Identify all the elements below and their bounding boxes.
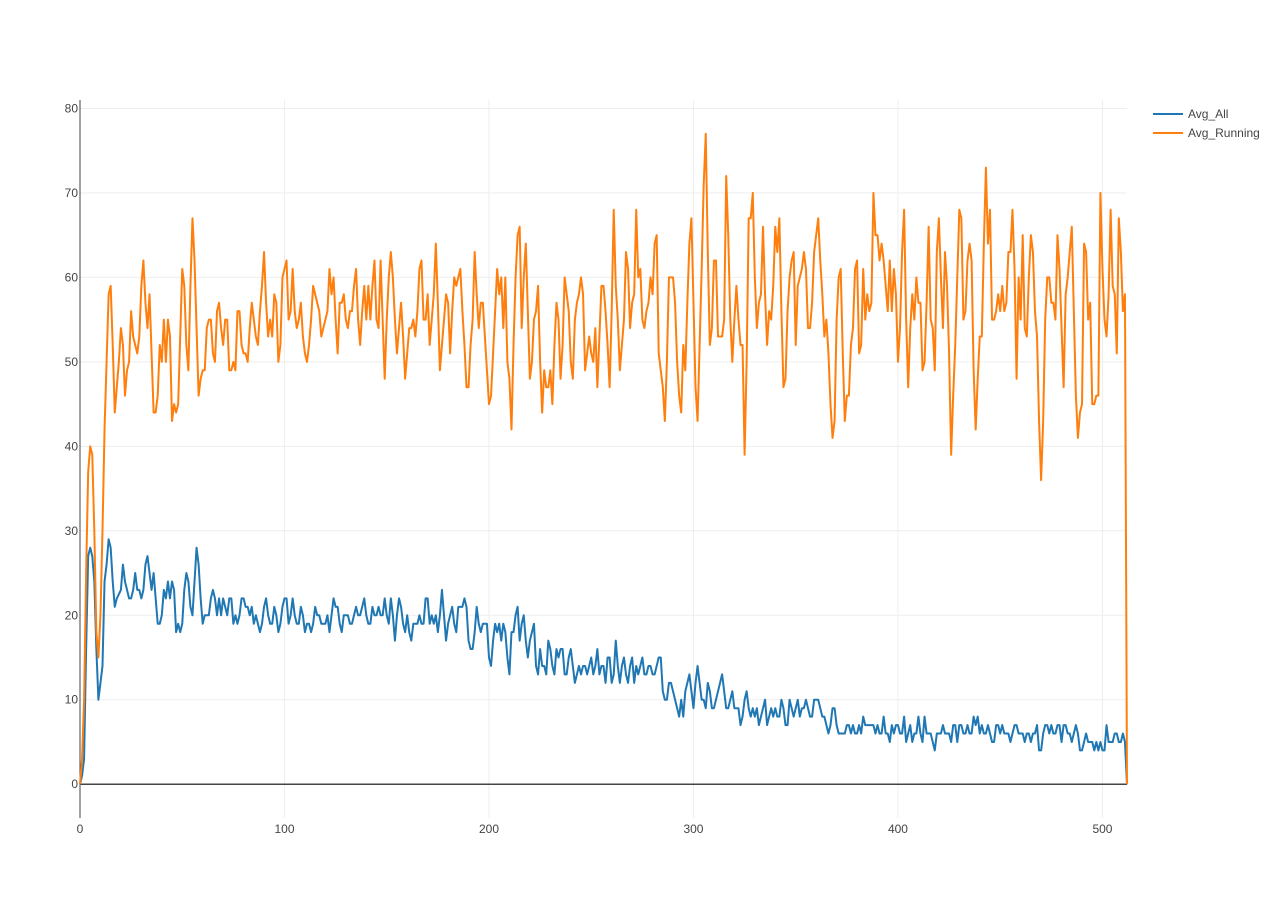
legend-label: Avg_Running	[1188, 126, 1260, 140]
x-tick-label: 200	[479, 822, 499, 836]
axes: 0 100 200 300 400 500 0 10 20 30 40 50 60 70 80	[65, 100, 1127, 836]
x-tick-label: 100	[274, 822, 294, 836]
x-tick-label: 300	[683, 822, 703, 836]
y-tick-label: 40	[65, 439, 79, 453]
y-tick-label: 60	[65, 270, 79, 284]
x-tick-label: 400	[888, 822, 908, 836]
legend-item-avg-all[interactable]: Avg_All	[1153, 107, 1228, 121]
y-tick-label: 70	[65, 186, 79, 200]
legend[interactable]: Avg_All Avg_Running	[1153, 107, 1260, 140]
y-tick-label: 0	[71, 777, 78, 791]
series-line-avg-running	[79, 132, 1128, 785]
y-tick-label: 30	[65, 524, 79, 538]
series-line-avg-all	[79, 538, 1128, 785]
y-tick-label: 10	[65, 693, 79, 707]
x-tick-label: 500	[1092, 822, 1112, 836]
y-tick-label: 80	[65, 101, 79, 115]
series-lines	[79, 132, 1128, 785]
y-tick-label: 50	[65, 355, 79, 369]
x-tick-label: 0	[77, 822, 84, 836]
legend-label: Avg_All	[1188, 107, 1228, 121]
legend-item-avg-running[interactable]: Avg_Running	[1153, 126, 1260, 140]
grid	[80, 100, 1127, 818]
y-tick-label: 20	[65, 608, 79, 622]
